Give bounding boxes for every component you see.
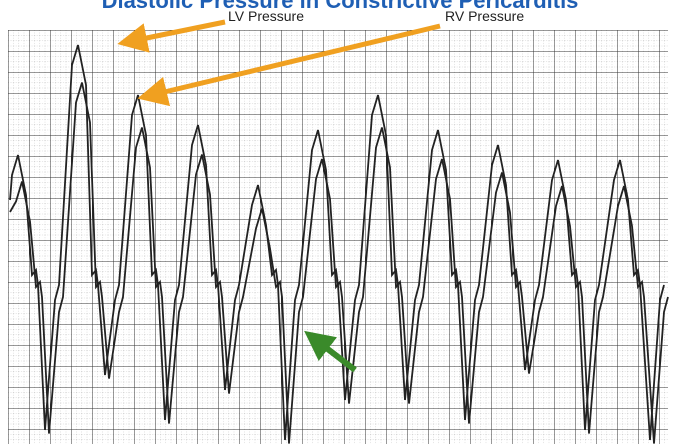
- lv-label: LV Pressure: [228, 8, 304, 24]
- pressure-tracing: Diastolic Pressure in Constrictive Peric…: [0, 0, 674, 444]
- figure: Diastolic Pressure in Constrictive Peric…: [0, 0, 674, 444]
- rv-label: RV Pressure: [445, 8, 524, 24]
